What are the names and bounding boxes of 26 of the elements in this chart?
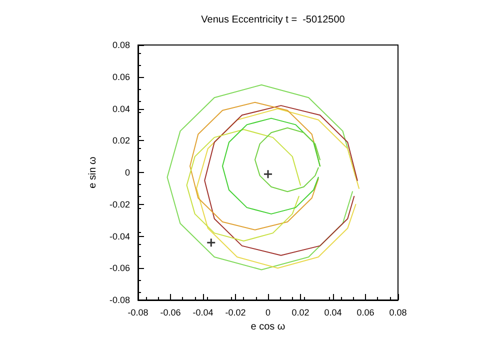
x-tick-label: -0.06 <box>160 308 181 318</box>
chart-title: Venus Eccentricity t = -5012500 <box>201 14 346 26</box>
x-tick-label: 0 <box>265 308 271 318</box>
y-tick-label: -0.08 <box>109 295 130 305</box>
x-tick-label: 0.02 <box>292 308 310 318</box>
x-axis-title: e cos ω <box>250 321 286 332</box>
y-tick-label: 0.06 <box>112 72 130 82</box>
y-tick-label: 0.04 <box>112 104 130 114</box>
x-tick-label: -0.04 <box>192 308 214 318</box>
line-series <box>166 84 356 270</box>
y-tick-label: 0 <box>124 168 130 178</box>
y-tick-label: 0.08 <box>112 40 130 50</box>
line-series <box>190 102 320 230</box>
x-tick-label: 0.04 <box>324 308 342 318</box>
x-tick-label: -0.02 <box>225 308 246 318</box>
line-series <box>222 118 320 214</box>
y-tick-label: -0.04 <box>109 231 130 242</box>
y-tick-label: -0.06 <box>109 263 130 274</box>
line-series <box>254 127 320 192</box>
y-tick-label: -0.02 <box>109 199 130 210</box>
line-series <box>186 128 301 242</box>
y-tick-label: 0.02 <box>112 136 130 146</box>
x-tick-label: 0.08 <box>389 308 407 318</box>
y-axis-title: e sin ω <box>88 156 98 188</box>
x-tick-label: 0.06 <box>356 308 374 318</box>
x-tick-label: -0.08 <box>128 308 148 318</box>
